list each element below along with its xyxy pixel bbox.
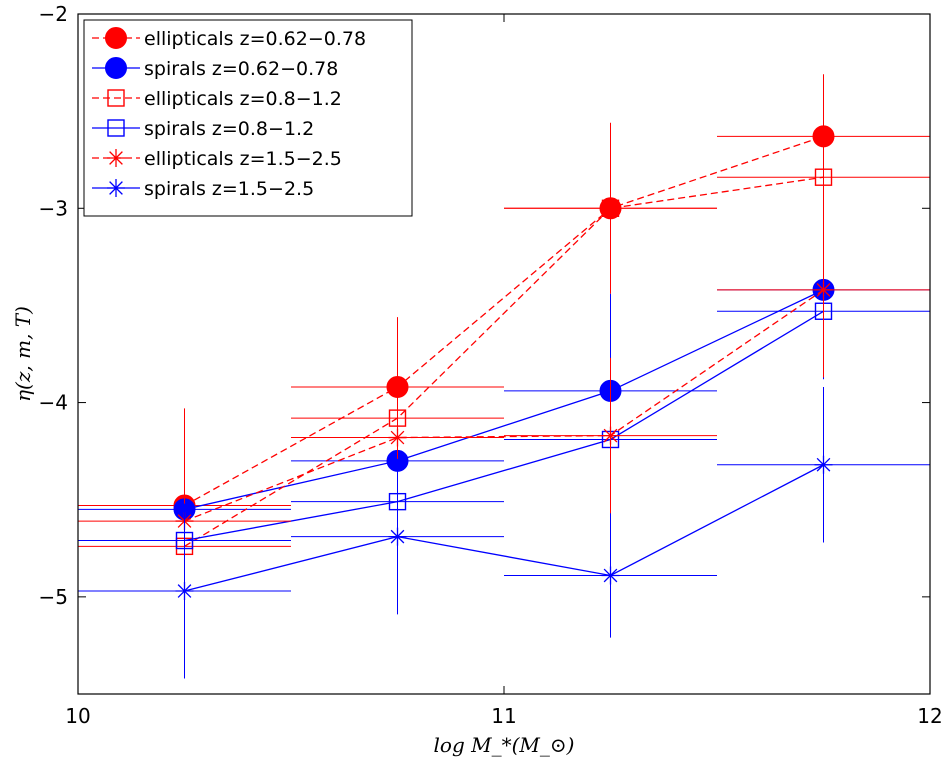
legend-label: ellipticals z=0.62−0.78: [144, 28, 366, 50]
data-point: [815, 281, 833, 299]
data-point: [176, 582, 194, 600]
legend: ellipticals z=0.62−0.78 spirals z=0.62−0.…: [84, 20, 412, 216]
data-point: [602, 566, 620, 584]
y-tick-label: −5: [39, 585, 68, 609]
legend-marker: [107, 149, 125, 167]
legend-label: spirals z=0.8−1.2: [144, 118, 314, 140]
x-axis-label: log M_*(M_⊙): [434, 733, 575, 757]
legend-label: ellipticals z=1.5−2.5: [144, 148, 342, 170]
x-tick-label: 12: [917, 704, 942, 728]
legend-label: spirals z=0.62−0.78: [144, 58, 338, 80]
data-point: [389, 528, 407, 546]
y-axis-label: η(z, m, T): [11, 306, 35, 402]
y-tick-label: −2: [39, 2, 68, 26]
series-4: [78, 243, 930, 610]
legend-marker: [107, 179, 125, 197]
x-tick-label: 10: [65, 704, 90, 728]
legend-marker: [106, 58, 127, 79]
data-point: [389, 429, 407, 447]
data-point: [815, 456, 833, 474]
series-line: [185, 177, 824, 546]
series-line: [185, 290, 824, 521]
series-5: [78, 202, 930, 614]
legend-label: spirals z=1.5−2.5: [144, 178, 314, 200]
series-6: [78, 387, 930, 678]
data-point: [602, 427, 620, 445]
y-tick-label: −3: [39, 196, 68, 220]
y-tick-label: −4: [39, 391, 68, 415]
legend-marker: [106, 28, 127, 49]
legend-label: ellipticals z=0.8−1.2: [144, 88, 342, 110]
x-tick-label: 11: [491, 704, 516, 728]
series-line: [185, 290, 824, 510]
